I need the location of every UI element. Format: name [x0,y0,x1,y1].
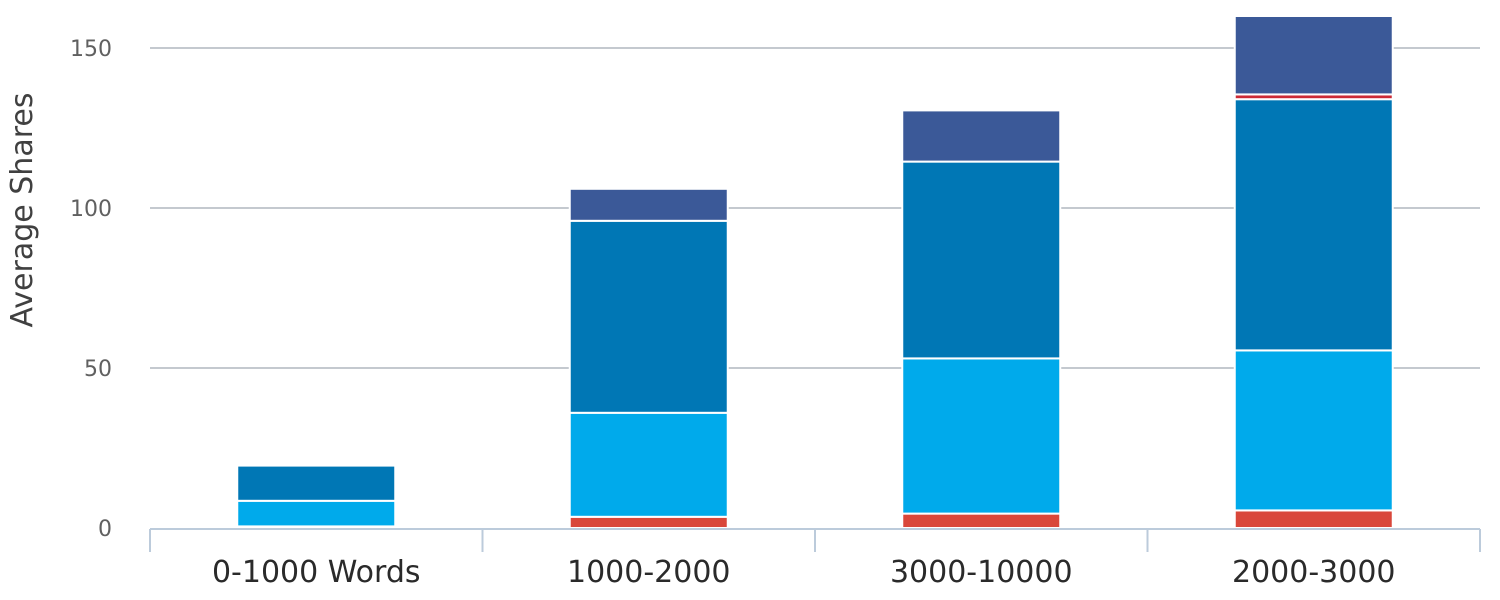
y-tick-label: 150 [70,37,112,62]
x-axis [149,528,1481,552]
y-axis-label: Average Shares [5,93,40,328]
bar-segment [1233,15,1394,96]
bar-segment [901,512,1062,529]
bar-segment [1233,509,1394,529]
bar-segment [901,109,1062,163]
bar-segment [568,187,729,222]
bar-segment [1233,349,1394,512]
bar-segment [1233,98,1394,352]
bar-segment [568,515,729,529]
x-tick-label: 3000-10000 [890,555,1073,590]
y-tick-label: 100 [70,197,112,222]
x-tick-label: 1000-2000 [567,555,731,590]
x-tick-label: 0-1000 Words [212,555,421,590]
bar-segment [236,499,397,528]
bar-segment [236,464,397,502]
y-tick-label: 0 [98,517,112,542]
bar-segment [568,411,729,518]
bar-segment [901,357,1062,515]
y-tick-label: 50 [84,357,112,382]
bar-stacks [236,15,1394,530]
x-axis-ticks: 0-1000 Words 1000-2000 3000-10000 2000-3000 [212,555,1396,590]
y-axis-ticks: 0 50 100 150 [70,37,112,542]
x-tick-label: 2000-3000 [1232,555,1396,590]
bar-segment [568,219,729,414]
bar-segment [901,160,1062,360]
